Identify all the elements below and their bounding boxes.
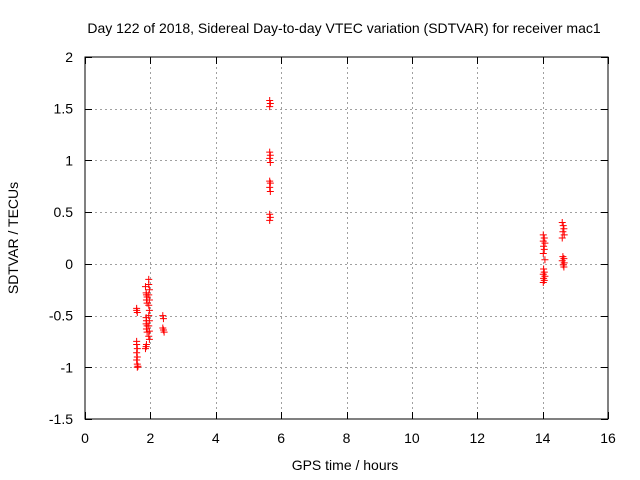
data-point (266, 183, 274, 191)
x-tick-label: 6 (277, 430, 285, 446)
data-point (145, 291, 153, 299)
data-point (133, 363, 141, 371)
x-tick-label: 0 (81, 430, 89, 446)
data-point (540, 242, 548, 250)
data-point (266, 151, 274, 159)
data-points (133, 96, 568, 371)
data-point (540, 234, 548, 242)
data-point (558, 234, 566, 242)
data-point (266, 154, 274, 162)
data-point (540, 245, 548, 253)
y-tick-label: -1 (61, 359, 74, 375)
chart-title: Day 122 of 2018, Sidereal Day-to-day VTE… (87, 20, 600, 36)
x-tick-label: 8 (343, 430, 351, 446)
x-tick-label: 2 (146, 430, 154, 446)
data-point (541, 256, 549, 264)
data-point (145, 312, 153, 320)
data-point (558, 218, 566, 226)
grid (85, 57, 608, 419)
data-point (266, 210, 274, 218)
data-point (145, 322, 153, 330)
y-tick-label: -1.5 (49, 411, 73, 427)
data-point (560, 263, 568, 271)
data-point (145, 301, 153, 309)
data-point (133, 356, 141, 364)
data-point (266, 216, 274, 224)
data-point (145, 281, 153, 289)
y-tick-label: 1.5 (54, 101, 74, 117)
data-point (266, 148, 274, 156)
y-axis-label: SDTVAR / TECUs (5, 182, 21, 294)
y-tick-labels: -1.5 -1 -0.5 0 0.5 1 1.5 2 (49, 49, 73, 427)
x-tick-labels: 0 2 4 6 8 10 12 14 16 (81, 430, 616, 446)
x-tick-label: 4 (212, 430, 220, 446)
data-point (159, 315, 167, 323)
data-point (539, 250, 547, 258)
data-point (133, 345, 141, 353)
x-axis-label: GPS time / hours (292, 457, 399, 473)
data-point (266, 158, 274, 166)
y-tick-label: 1 (65, 152, 73, 168)
data-point (559, 228, 567, 236)
x-tick-label: 12 (469, 430, 485, 446)
data-point (159, 312, 167, 320)
data-point (145, 335, 153, 343)
data-point (145, 327, 153, 335)
y-tick-label: 0.5 (54, 204, 74, 220)
data-point (266, 179, 274, 187)
data-point (145, 306, 153, 314)
data-point (141, 345, 149, 353)
data-point (133, 349, 141, 357)
data-point (145, 332, 153, 340)
data-point (145, 286, 153, 294)
data-point (266, 213, 274, 221)
data-point (560, 225, 568, 233)
data-point (145, 296, 153, 304)
plot-frame (84, 56, 609, 420)
data-point (134, 362, 142, 370)
data-point (133, 341, 141, 349)
data-point (160, 328, 168, 336)
data-point (266, 96, 274, 104)
data-point (559, 222, 567, 230)
data-point (266, 103, 274, 111)
data-point (266, 100, 274, 108)
y-tick-label: 2 (65, 49, 73, 65)
y-tick-label: -0.5 (49, 308, 73, 324)
x-tick-label: 10 (404, 430, 420, 446)
x-tick-label: 14 (535, 430, 551, 446)
data-point (133, 308, 141, 316)
data-point (133, 353, 141, 361)
data-point (539, 278, 547, 286)
data-point (541, 239, 549, 247)
x-tick-label: 16 (600, 430, 616, 446)
y-tick-label: 0 (65, 256, 73, 272)
data-point (539, 231, 547, 239)
data-point (266, 187, 274, 195)
data-point (145, 317, 153, 325)
